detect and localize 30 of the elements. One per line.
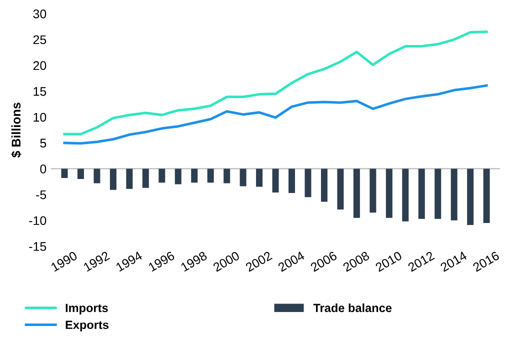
- y-tick-label: 15: [34, 87, 46, 96]
- y-tick-label: -15: [29, 242, 46, 251]
- y-tick-label: 25: [33, 35, 46, 44]
- line-series: [63, 30, 488, 136]
- x-tick-label: 1994: [115, 250, 143, 272]
- y-tick-label: 0: [40, 164, 46, 174]
- x-tick-label: 2006: [310, 250, 338, 272]
- x-tick-label: 2002: [245, 251, 272, 272]
- x-tick-label: 2014: [440, 250, 468, 272]
- x-tick-label: 2004: [278, 250, 306, 272]
- y-tick-label: 30: [33, 9, 46, 18]
- x-tick-label: 2012: [407, 251, 435, 272]
- legend-label: Imports: [66, 304, 108, 314]
- x-tick-label: 2008: [342, 250, 370, 272]
- x-tick-label: 2016: [472, 250, 500, 272]
- y-tick-label: -5: [36, 190, 46, 200]
- x-tick-label: 1990: [50, 250, 78, 272]
- line-series: [63, 84, 488, 145]
- y-axis-title: $ Billions: [11, 102, 22, 158]
- legend-label: Exports: [66, 320, 109, 332]
- y-tick-label: 10: [34, 112, 46, 122]
- y-tick-label: 20: [33, 61, 46, 70]
- x-tick-label: 2000: [212, 250, 240, 272]
- y-tick-label: -10: [29, 216, 46, 226]
- y-tick-label: 5: [40, 138, 46, 148]
- legend-label: Trade balance: [313, 303, 392, 312]
- x-tick-label: 1998: [180, 250, 208, 272]
- x-tick-label: 1992: [82, 251, 110, 272]
- x-tick-label: 1996: [148, 250, 176, 272]
- x-tick-label: 2010: [374, 250, 402, 272]
